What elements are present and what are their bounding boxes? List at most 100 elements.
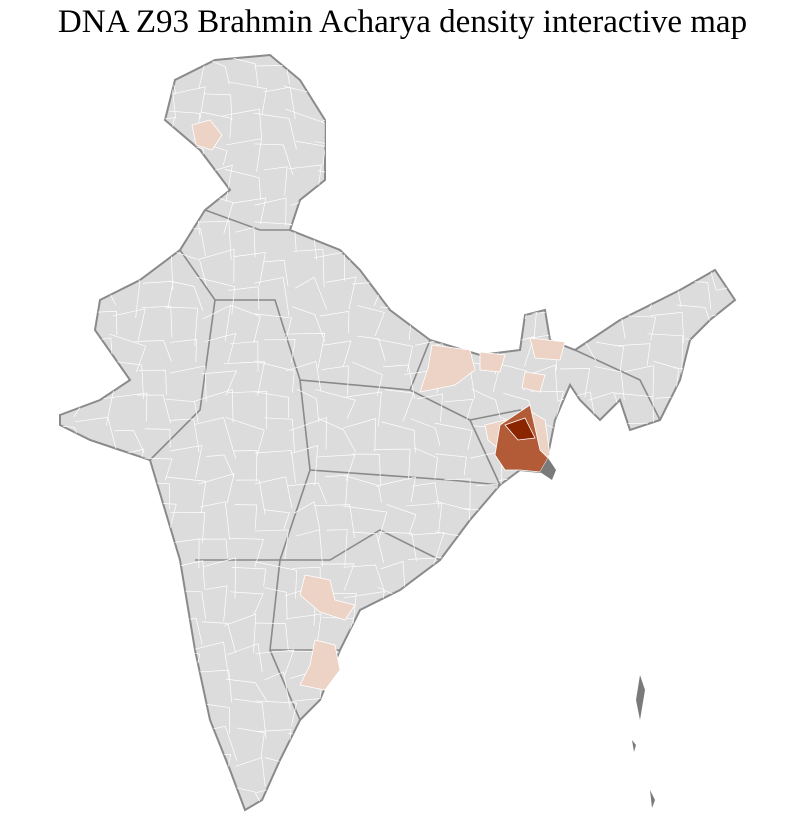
district-boundary bbox=[111, 532, 146, 562]
district-boundary bbox=[109, 85, 141, 115]
district-boundary bbox=[235, 227, 256, 258]
district-boundary bbox=[413, 199, 447, 223]
district-boundary bbox=[374, 696, 416, 738]
district-boundary bbox=[143, 530, 165, 567]
district-boundary bbox=[525, 586, 567, 614]
district-boundary bbox=[344, 815, 381, 839]
district-boundary bbox=[317, 704, 357, 739]
district-boundary bbox=[593, 118, 617, 144]
district-boundary bbox=[473, 673, 507, 699]
district-boundary bbox=[60, 536, 86, 565]
district-boundary bbox=[735, 821, 771, 838]
district-boundary bbox=[614, 170, 657, 199]
district-boundary bbox=[351, 201, 385, 230]
district-boundary bbox=[60, 144, 82, 174]
district-boundary bbox=[506, 588, 535, 624]
region-low-tamil[interactable] bbox=[299, 639, 341, 691]
district-boundary bbox=[529, 282, 559, 310]
region-low-bihar-west[interactable] bbox=[419, 344, 476, 393]
district-boundary bbox=[356, 138, 383, 170]
district-boundary bbox=[74, 251, 115, 285]
district-boundary bbox=[746, 115, 775, 148]
district-boundary bbox=[497, 766, 532, 782]
district-boundary bbox=[584, 278, 627, 315]
district-boundary bbox=[561, 475, 593, 511]
district-boundary bbox=[557, 644, 596, 673]
district-boundary bbox=[744, 252, 772, 279]
district-boundary bbox=[204, 810, 231, 839]
district-boundary bbox=[553, 813, 594, 839]
district-boundary bbox=[443, 139, 472, 177]
district-boundary bbox=[296, 782, 326, 810]
district-boundary bbox=[295, 529, 324, 567]
district-boundary bbox=[741, 283, 770, 310]
district-boundary bbox=[703, 506, 735, 542]
district-boundary bbox=[60, 615, 85, 651]
district-boundary bbox=[703, 669, 735, 708]
district-boundary bbox=[434, 422, 473, 450]
district-boundary bbox=[678, 534, 714, 567]
district-boundary bbox=[165, 306, 198, 346]
district-boundary bbox=[232, 197, 267, 225]
district-boundary bbox=[60, 784, 84, 810]
district-boundary bbox=[166, 813, 200, 839]
district-boundary bbox=[263, 259, 289, 286]
district-boundary bbox=[324, 474, 349, 505]
district-boundary bbox=[385, 645, 414, 679]
region-low-kashmir[interactable] bbox=[191, 119, 223, 151]
district-boundary bbox=[230, 591, 264, 616]
district-boundary bbox=[444, 649, 477, 677]
district-boundary bbox=[60, 221, 77, 260]
district-boundary bbox=[165, 398, 199, 423]
district-boundary bbox=[583, 225, 627, 254]
district-boundary bbox=[320, 563, 355, 591]
district-boundary bbox=[494, 192, 529, 234]
district-boundary bbox=[494, 563, 531, 596]
district-boundary bbox=[293, 248, 325, 288]
district-boundary bbox=[138, 369, 167, 395]
region-high-bengal[interactable] bbox=[504, 417, 536, 441]
district-boundary bbox=[264, 587, 288, 620]
region-low-andhra[interactable] bbox=[299, 574, 356, 621]
district-boundary bbox=[343, 753, 379, 786]
district-boundary bbox=[137, 642, 169, 681]
district-boundary bbox=[716, 197, 735, 233]
district-boundary bbox=[644, 452, 684, 484]
district-boundary bbox=[655, 645, 676, 682]
district-boundary bbox=[505, 82, 530, 110]
region-low-north-bengal[interactable] bbox=[521, 337, 566, 393]
district-boundary bbox=[60, 174, 88, 194]
district-boundary bbox=[470, 140, 506, 176]
district-boundary bbox=[343, 391, 382, 427]
district-boundary bbox=[444, 399, 474, 420]
region-low-bihar-east[interactable] bbox=[479, 351, 506, 373]
district-boundary bbox=[652, 811, 679, 839]
district-boundary bbox=[108, 728, 141, 760]
district-boundary bbox=[652, 419, 685, 457]
district-boundary bbox=[84, 617, 116, 653]
district-boundary bbox=[498, 222, 536, 253]
district-boundary bbox=[322, 340, 352, 367]
district-boundary bbox=[381, 173, 410, 196]
district-boundary bbox=[60, 361, 80, 394]
district-boundary bbox=[712, 393, 735, 421]
district-boundary bbox=[505, 786, 532, 810]
district-boundary bbox=[594, 614, 627, 644]
district-boundary bbox=[465, 619, 506, 649]
india-outline[interactable] bbox=[59, 53, 737, 812]
district-boundary bbox=[234, 504, 258, 530]
district-boundary bbox=[703, 364, 735, 400]
district-boundary bbox=[746, 761, 775, 792]
district-boundary bbox=[643, 756, 680, 795]
density-regions bbox=[191, 119, 566, 691]
district-boundary bbox=[254, 143, 294, 175]
district-boundary bbox=[615, 754, 650, 790]
district-boundary bbox=[236, 479, 266, 515]
district-boundary bbox=[408, 279, 440, 308]
district-boundary bbox=[530, 730, 567, 760]
district-boundary bbox=[232, 815, 259, 839]
district-boundary bbox=[414, 709, 446, 737]
district-boundary bbox=[503, 640, 535, 682]
district-boundary bbox=[144, 166, 175, 205]
